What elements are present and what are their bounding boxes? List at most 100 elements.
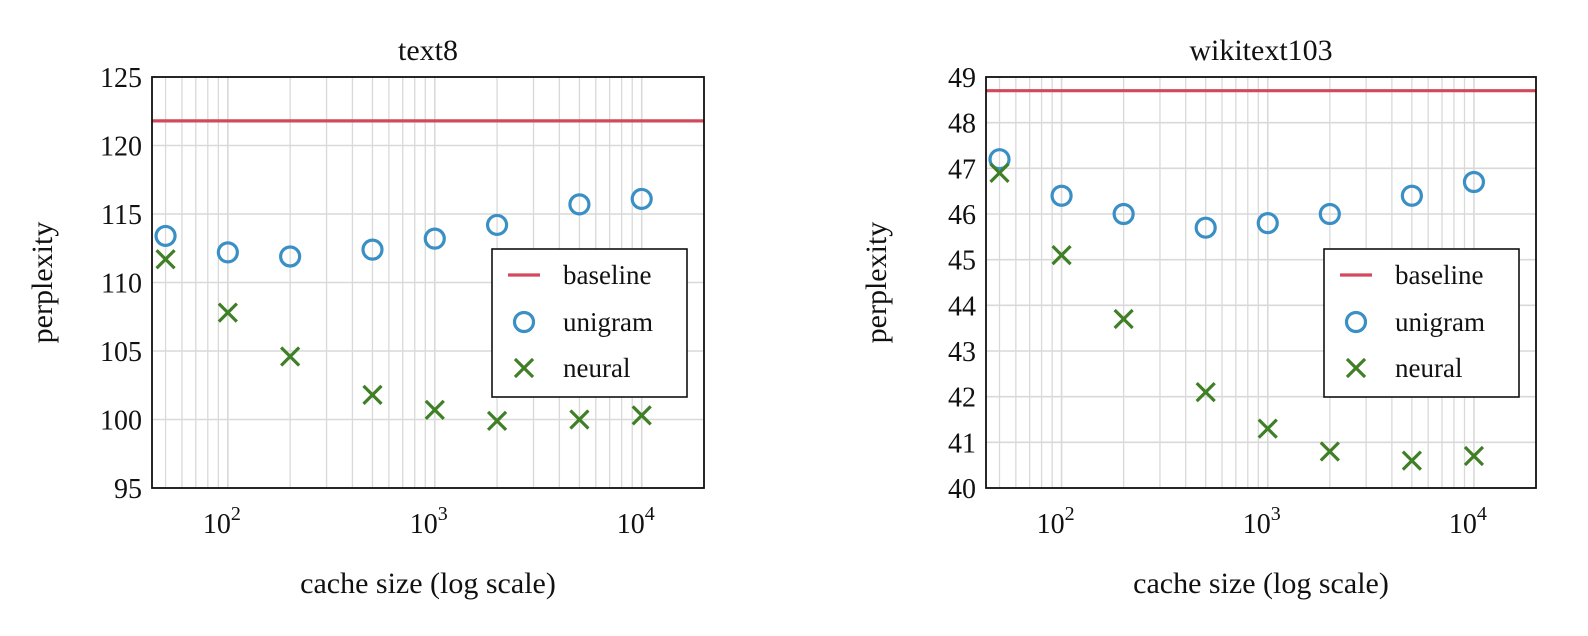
unigram-point	[1112, 202, 1135, 226]
neural-point	[569, 409, 590, 430]
chart-panel-1: 95 100 105 110 115 120 125 102 103 104 text8 cache …	[26, 34, 705, 600]
neural-point	[362, 384, 383, 405]
series-neural	[155, 249, 652, 432]
y-tick-label: 95	[114, 474, 142, 505]
y-ticks: 95 100 105 110 115 120 125	[100, 63, 142, 505]
series-unigram	[154, 187, 653, 268]
unigram-point	[1318, 202, 1341, 226]
y-tick-label: 48	[948, 109, 976, 140]
unigram-point	[361, 238, 384, 261]
y-tick-label: 44	[948, 291, 976, 322]
legend-label-baseline: baseline	[1395, 260, 1483, 290]
y-axis-label: perplexity	[860, 222, 893, 344]
legend-label-neural: neural	[1395, 353, 1462, 383]
neural-point-stroke	[155, 249, 176, 270]
chart-title: text8	[398, 34, 458, 67]
neural-point-stroke	[1401, 450, 1422, 471]
axes-frame	[985, 76, 1537, 489]
legend-neural-swatch	[513, 357, 535, 379]
series-neural	[989, 162, 1485, 471]
unigram-point	[1400, 184, 1423, 207]
unigram-point	[1256, 212, 1279, 235]
legend-label-baseline: baseline	[563, 260, 651, 290]
legend-label-neural: neural	[563, 353, 630, 383]
neural-point	[280, 346, 301, 367]
neural-point	[1319, 441, 1340, 462]
unigram-point	[568, 193, 591, 216]
legend-unigram-swatch	[512, 310, 536, 334]
neural-point	[1463, 445, 1485, 467]
unigram-point	[1194, 216, 1217, 239]
neural-point	[1257, 418, 1278, 439]
neural-point	[989, 162, 1010, 184]
x-axis-label: cache size (log scale)	[1133, 567, 1389, 600]
neural-point	[486, 410, 508, 432]
series-unigram	[988, 148, 1486, 239]
unigram-point	[630, 187, 653, 211]
neural-point-stroke	[1051, 244, 1072, 266]
neural-point	[631, 405, 652, 426]
y-tick-label: 47	[948, 154, 976, 185]
x-tick-label: 103	[1243, 503, 1281, 540]
legend: baseline unigram neural	[491, 248, 688, 398]
neural-point-stroke	[424, 399, 445, 421]
x-ticks: 102 103 104	[1037, 503, 1487, 540]
neural-point-stroke	[631, 405, 652, 426]
y-tick-label: 125	[100, 63, 142, 94]
x-axis-label: cache size (log scale)	[300, 567, 556, 600]
y-tick-label: 115	[101, 200, 142, 231]
unigram-point	[154, 224, 177, 248]
x-tick-label: 103	[410, 503, 448, 540]
x-tick-label: 102	[1037, 503, 1075, 540]
y-tick-label: 110	[101, 269, 142, 300]
neural-point	[424, 399, 445, 421]
neural-point-stroke	[217, 302, 238, 323]
chart-panel-2: 40 41 42 43 44 45 46 47 48 49 102 103 104 wikitext103…	[860, 34, 1537, 600]
y-axis-label: perplexity	[26, 222, 59, 344]
axes-frame	[151, 76, 705, 489]
x-tick-label: 102	[203, 503, 241, 540]
y-ticks: 40 41 42 43 44 45 46 47 48 49	[948, 63, 976, 505]
neural-point-stroke	[1463, 445, 1485, 467]
neural-point	[155, 249, 176, 270]
x-ticks: 102 103 104	[203, 503, 655, 540]
neural-point-stroke	[1195, 381, 1216, 403]
y-tick-label: 45	[948, 246, 976, 277]
y-tick-label: 43	[948, 337, 976, 368]
neural-point-stroke	[1113, 308, 1134, 330]
y-tick-label: 120	[100, 132, 142, 163]
legend-neural-swatch	[1345, 357, 1367, 379]
y-tick-label: 40	[948, 474, 976, 505]
neural-point-stroke	[362, 384, 383, 405]
unigram-point	[1050, 184, 1073, 207]
neural-point	[1051, 244, 1072, 266]
neural-point	[1113, 308, 1134, 330]
y-tick-label: 41	[948, 428, 976, 459]
x-tick-label: 104	[617, 503, 655, 540]
neural-point-stroke	[989, 162, 1010, 184]
y-tick-label: 105	[100, 337, 142, 368]
neural-point	[1401, 450, 1422, 471]
y-tick-label: 49	[948, 63, 976, 94]
y-tick-label: 42	[948, 383, 976, 414]
legend-unigram-swatch	[1344, 310, 1368, 334]
neural-point-stroke	[486, 410, 508, 432]
neural-point	[217, 302, 238, 323]
unigram-point	[423, 227, 446, 250]
legend: baseline unigram neural	[1323, 248, 1520, 398]
neural-point-stroke	[280, 346, 301, 367]
legend-neural-stroke	[513, 357, 535, 379]
neural-point-stroke	[1319, 441, 1340, 462]
neural-point	[1195, 381, 1216, 403]
neural-point-stroke	[569, 409, 590, 430]
legend-label-unigram: unigram	[1395, 307, 1485, 337]
y-tick-label: 100	[100, 406, 142, 437]
y-tick-label: 46	[948, 200, 976, 231]
legend-neural-stroke	[1345, 357, 1367, 379]
chart-title: wikitext103	[1189, 34, 1332, 67]
unigram-point	[988, 148, 1011, 171]
unigram-point	[279, 245, 302, 268]
unigram-point	[485, 213, 509, 237]
